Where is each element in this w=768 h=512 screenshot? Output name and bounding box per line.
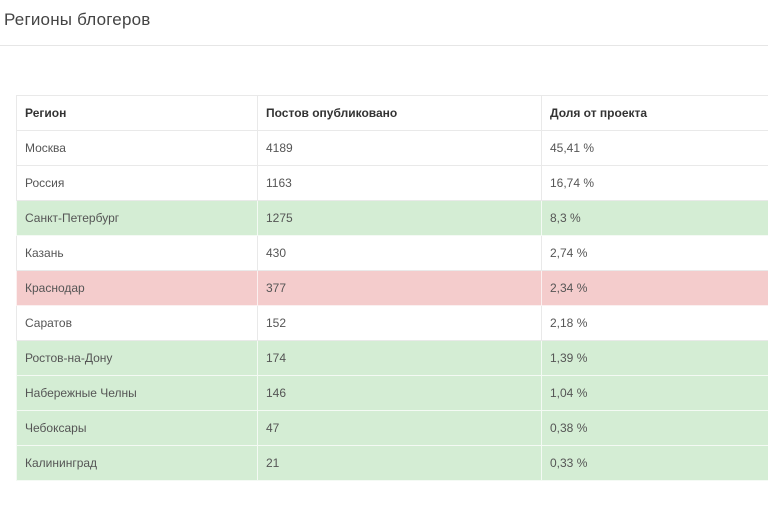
cell-region: Москва <box>16 130 258 166</box>
cell-share: 2,34 % <box>541 270 768 306</box>
column-header-posts[interactable]: Постов опубликовано <box>257 95 542 131</box>
cell-share: 1,04 % <box>541 375 768 411</box>
cell-posts: 174 <box>257 340 542 376</box>
cell-region: Ростов-на-Дону <box>16 340 258 376</box>
table-row: Набережные Челны 146 1,04 % <box>16 375 768 411</box>
table-row: Чебоксары 47 0,38 % <box>16 410 768 446</box>
cell-posts: 21 <box>257 445 542 481</box>
cell-share: 8,3 % <box>541 200 768 236</box>
page-title: Регионы блогеров <box>4 10 151 29</box>
table-header-row: Регион Постов опубликовано Доля от проек… <box>16 95 768 131</box>
table-body: Москва 4189 45,41 % Россия 1163 16,74 % Санкт-… <box>16 130 768 481</box>
cell-posts: 430 <box>257 235 542 271</box>
cell-region: Казань <box>16 235 258 271</box>
page-header: Регионы блогеров <box>0 0 768 46</box>
cell-posts: 1275 <box>257 200 542 236</box>
table-row: Калининград 21 0,33 % <box>16 445 768 481</box>
table-row: Ростов-на-Дону 174 1,39 % <box>16 340 768 376</box>
cell-share: 16,74 % <box>541 165 768 201</box>
table-row: Казань 430 2,74 % <box>16 235 768 271</box>
regions-table: Регион Постов опубликовано Доля от проек… <box>16 95 768 481</box>
cell-posts: 47 <box>257 410 542 446</box>
cell-share: 0,38 % <box>541 410 768 446</box>
cell-region: Россия <box>16 165 258 201</box>
cell-posts: 4189 <box>257 130 542 166</box>
table-row: Краснодар 377 2,34 % <box>16 270 768 306</box>
regions-table-container: Регион Постов опубликовано Доля от проек… <box>16 95 768 481</box>
table-row: Россия 1163 16,74 % <box>16 165 768 201</box>
cell-share: 1,39 % <box>541 340 768 376</box>
cell-posts: 1163 <box>257 165 542 201</box>
cell-posts: 377 <box>257 270 542 306</box>
cell-region: Саратов <box>16 305 258 341</box>
cell-region: Набережные Челны <box>16 375 258 411</box>
cell-region: Санкт-Петербург <box>16 200 258 236</box>
cell-posts: 146 <box>257 375 542 411</box>
table-row: Санкт-Петербург 1275 8,3 % <box>16 200 768 236</box>
cell-region: Чебоксары <box>16 410 258 446</box>
cell-posts: 152 <box>257 305 542 341</box>
cell-share: 2,74 % <box>541 235 768 271</box>
column-header-share[interactable]: Доля от проекта <box>541 95 768 131</box>
cell-region: Калининград <box>16 445 258 481</box>
cell-region: Краснодар <box>16 270 258 306</box>
cell-share: 45,41 % <box>541 130 768 166</box>
table-row: Москва 4189 45,41 % <box>16 130 768 166</box>
cell-share: 0,33 % <box>541 445 768 481</box>
table-row: Саратов 152 2,18 % <box>16 305 768 341</box>
column-header-region[interactable]: Регион <box>16 95 258 131</box>
cell-share: 2,18 % <box>541 305 768 341</box>
